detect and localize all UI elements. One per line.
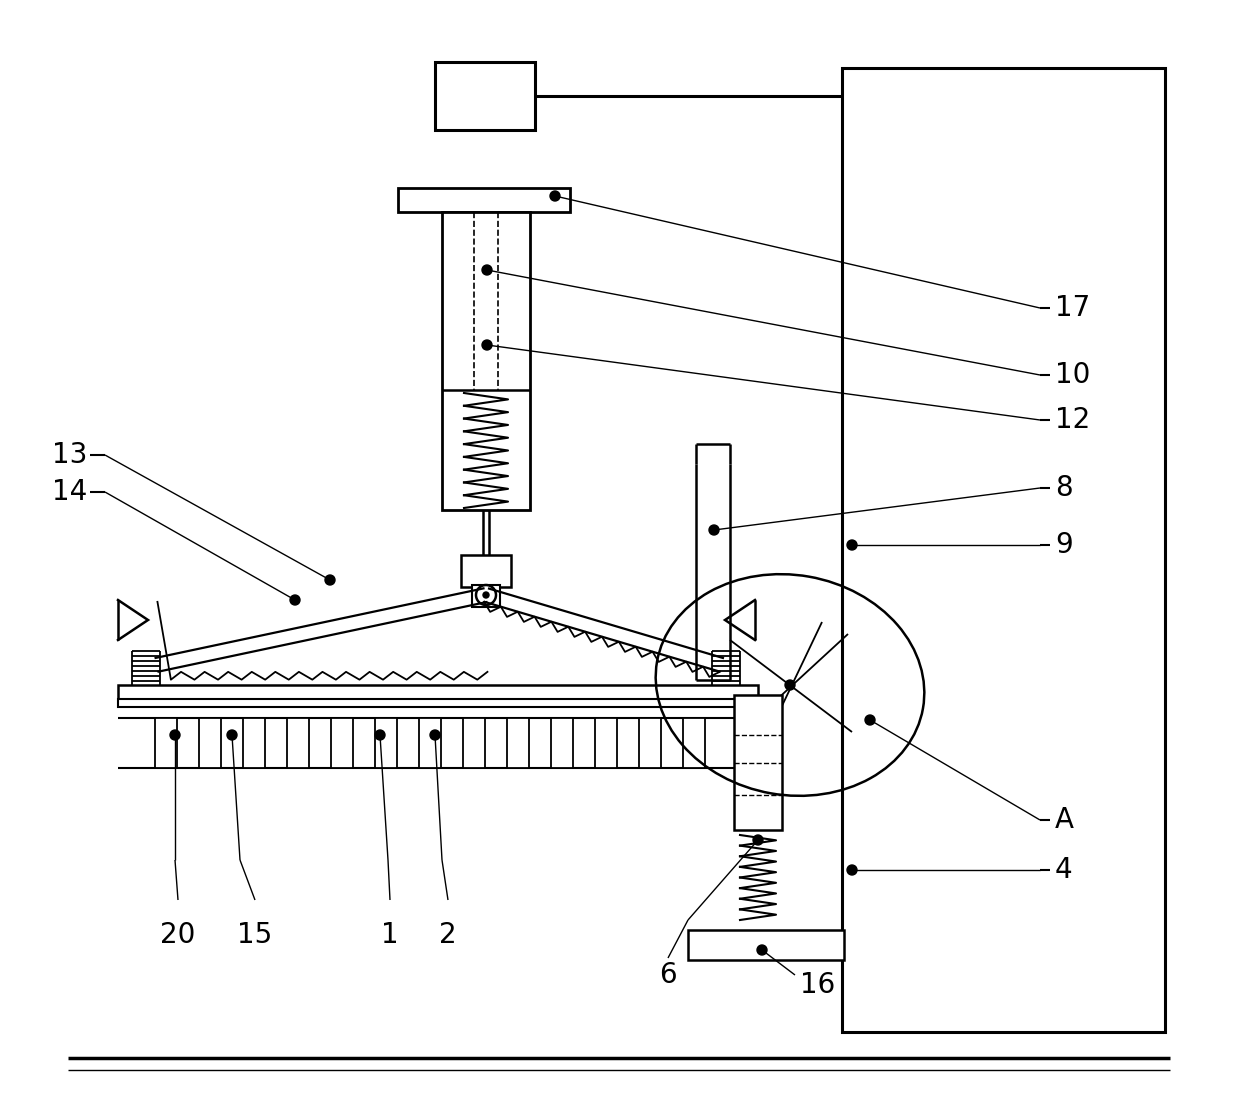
Bar [435, 62, 534, 130]
Circle shape [482, 340, 492, 350]
Bar [198, 718, 221, 768]
Text: 1: 1 [381, 921, 399, 948]
Bar [688, 930, 844, 960]
Bar [419, 718, 441, 768]
Bar [461, 555, 511, 587]
Circle shape [756, 945, 768, 955]
Bar [155, 718, 177, 768]
Bar [331, 718, 353, 768]
Bar [472, 585, 500, 607]
Text: 9: 9 [1055, 531, 1073, 560]
Bar [595, 718, 618, 768]
Text: 15: 15 [237, 921, 273, 948]
Circle shape [866, 715, 875, 725]
Bar [683, 718, 706, 768]
Text: 10: 10 [1055, 361, 1090, 389]
Circle shape [785, 680, 795, 690]
Circle shape [227, 730, 237, 740]
Circle shape [170, 730, 180, 740]
Bar [441, 212, 529, 510]
Circle shape [325, 575, 335, 585]
Circle shape [482, 265, 492, 275]
Bar [398, 188, 570, 212]
Circle shape [551, 191, 560, 201]
Text: 17: 17 [1055, 294, 1090, 322]
Bar [639, 718, 661, 768]
Text: 16: 16 [800, 971, 836, 999]
Circle shape [709, 525, 719, 535]
Bar [243, 718, 265, 768]
Text: 20: 20 [160, 921, 196, 948]
Text: 4: 4 [1055, 856, 1073, 884]
Text: 12: 12 [1055, 406, 1090, 434]
Text: 8: 8 [1055, 474, 1073, 502]
Text: 14: 14 [52, 478, 87, 506]
Bar [118, 699, 758, 707]
Bar [374, 718, 397, 768]
Bar [463, 718, 485, 768]
Circle shape [753, 835, 763, 845]
Circle shape [374, 730, 384, 740]
Circle shape [430, 730, 440, 740]
Bar [118, 685, 758, 699]
Text: 2: 2 [439, 921, 456, 948]
Bar [551, 718, 573, 768]
Text: 6: 6 [660, 961, 677, 989]
Text: A: A [1055, 806, 1074, 834]
Bar [842, 68, 1166, 1032]
Circle shape [484, 592, 489, 598]
Circle shape [290, 595, 300, 605]
Text: 13: 13 [52, 441, 87, 469]
Circle shape [847, 540, 857, 550]
Bar [507, 718, 529, 768]
Bar [286, 718, 309, 768]
Circle shape [847, 865, 857, 875]
Bar [734, 695, 782, 830]
